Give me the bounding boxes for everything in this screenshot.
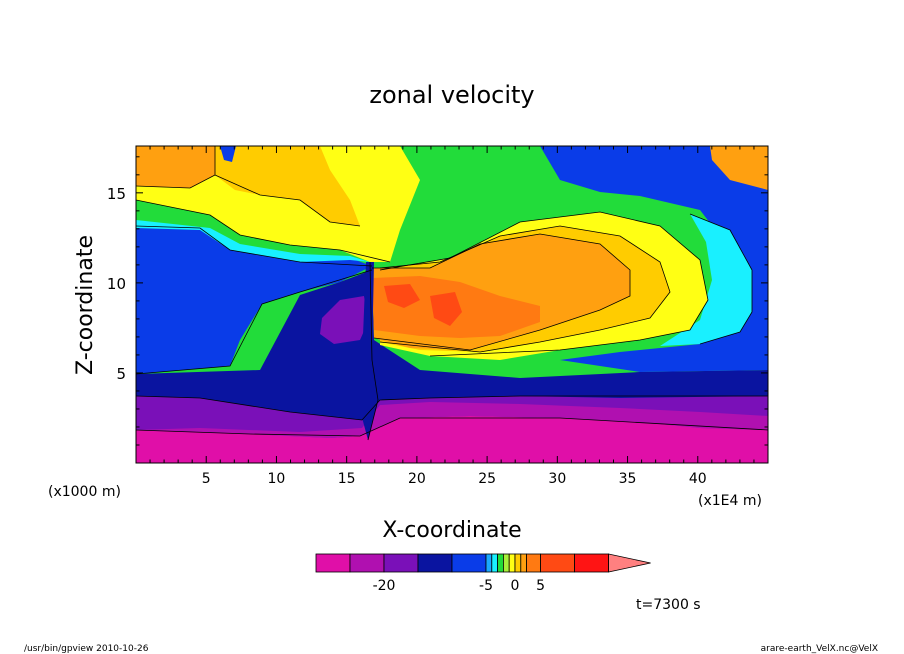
contour-line [214, 174, 361, 227]
contour-line [379, 211, 709, 357]
field-region-blue-topstrip [220, 146, 236, 162]
contour-line [136, 146, 216, 189]
colorbar-segment [451, 553, 487, 573]
contour-line [136, 417, 768, 437]
colorbar-segment [514, 553, 522, 573]
colorbar-tick-label: 5 [536, 578, 545, 594]
y-tick-label: 10 [107, 275, 126, 293]
field-region-redorange-spot [384, 284, 420, 308]
y-axis: 5 10 15 [107, 156, 768, 446]
field-region-cyan-right [660, 214, 752, 346]
contour-line [136, 395, 768, 421]
colorbar-segment [508, 553, 516, 573]
colorbar-segment [315, 553, 351, 573]
colorbar-segment [526, 553, 541, 573]
x-unit-label: (x1E4 m) [698, 493, 762, 509]
colorbar-tick-label: -20 [373, 578, 396, 594]
time-annotation: t=7300 s [636, 597, 701, 613]
colorbar-segment [491, 553, 498, 573]
x-tick-label: 25 [478, 471, 496, 487]
field-region-redorange-spot [430, 292, 462, 326]
contour-line [689, 213, 753, 345]
field-region-blue-right [540, 146, 768, 372]
y-axis-label: Z-coordinate [73, 235, 98, 375]
y-tick-label: 5 [116, 365, 126, 383]
colorbar-extend-arrow [608, 553, 651, 573]
x-tick-label: 30 [548, 471, 566, 487]
field-region-orange-topright [710, 146, 768, 190]
x-tick-label: 35 [619, 471, 637, 487]
x-tick-label: 40 [689, 471, 707, 487]
x-tick-label: 5 [202, 471, 211, 487]
contour-line [136, 269, 373, 375]
colorbar-segment [383, 553, 419, 573]
colorbar-segment [520, 553, 527, 573]
contour-line [379, 225, 671, 353]
plot-frame [135, 145, 769, 464]
contour-field [136, 146, 768, 463]
field-region-magenta-bottom [136, 416, 768, 463]
field-region-navy [136, 270, 768, 420]
colorbar-segment [485, 553, 493, 573]
y-tick-label: 15 [107, 185, 126, 203]
field-region-violet-bottom [136, 402, 768, 438]
colorbar-segment [502, 553, 510, 573]
contour-line [367, 261, 379, 441]
colorbar-segment [574, 553, 609, 573]
footer-right: arare-earth_VelX.nc@VelX [761, 644, 878, 654]
field-region-orange-topleft [136, 146, 215, 188]
colorbar-segment [497, 553, 504, 573]
contour-line [136, 199, 391, 263]
front-band [360, 262, 378, 440]
field-region-purple-blob [320, 296, 368, 344]
x-tick-label: 10 [268, 471, 286, 487]
footer-left: /usr/bin/gpview 2010-10-26 [24, 644, 149, 654]
chart-title: zonal velocity [369, 81, 534, 109]
x-axis-label: X-coordinate [382, 518, 521, 543]
y-unit-label: (x1000 m) [48, 484, 121, 500]
colorbar [315, 553, 651, 573]
contour-lines [136, 146, 768, 441]
field-region-gold-topleft [215, 146, 360, 226]
x-tick-label: 15 [338, 471, 356, 487]
x-axis: 5 10 15 20 25 30 35 40 [149, 146, 755, 487]
colorbar-tick-label: 0 [511, 578, 520, 594]
colorbar-segment [349, 553, 385, 573]
colorbar-segment [417, 553, 453, 573]
colorbar-tick-label: -5 [479, 578, 493, 594]
colorbar-segment [540, 553, 575, 573]
colorbar-ticks: -20 -5 0 5 [373, 578, 545, 594]
x-tick-label: 20 [408, 471, 426, 487]
contour-line [136, 225, 373, 267]
